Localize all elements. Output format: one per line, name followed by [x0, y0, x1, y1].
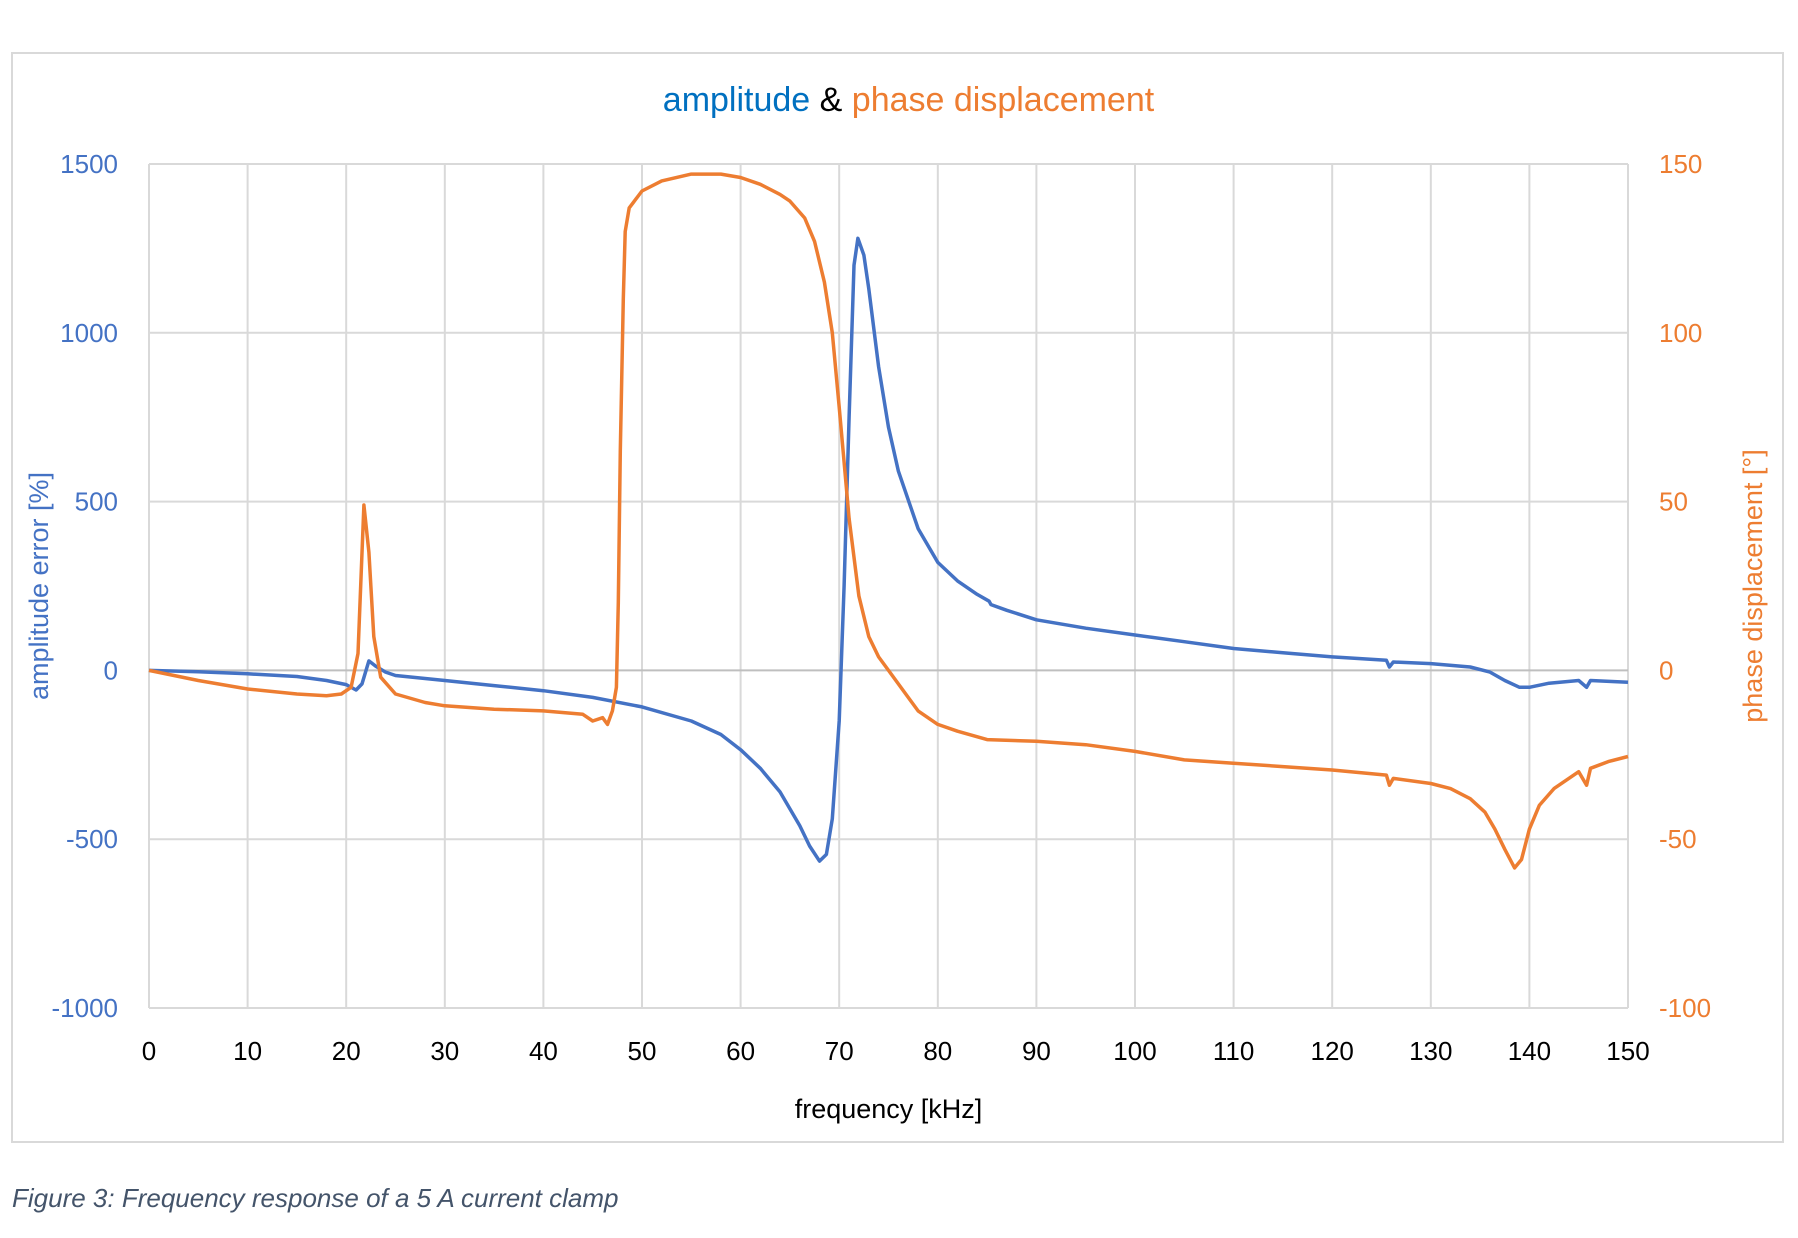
- x-tick-label: 10: [233, 1036, 262, 1066]
- chart-title-part: phase displacement: [852, 81, 1155, 119]
- x-tick-label: 150: [1606, 1036, 1649, 1066]
- x-tick-label: 80: [923, 1036, 952, 1066]
- x-tick-label: 30: [430, 1036, 459, 1066]
- x-tick-label: 50: [628, 1036, 657, 1066]
- x-tick-label: 110: [1213, 1036, 1254, 1066]
- y-left-tick-label: 1500: [60, 149, 118, 179]
- y-right-tick-label: 0: [1659, 655, 1673, 685]
- figure-caption: Figure 3: Frequency response of a 5 A cu…: [12, 1183, 619, 1213]
- x-axis-label: frequency [kHz]: [795, 1094, 983, 1124]
- x-tick-label: 20: [332, 1036, 361, 1066]
- x-tick-label: 40: [529, 1036, 558, 1066]
- y-right-tick-label: -50: [1659, 824, 1697, 854]
- x-tick-label: 90: [1022, 1036, 1051, 1066]
- x-tick-label: 60: [726, 1036, 755, 1066]
- chart-title: amplitude & phase displacement: [663, 81, 1155, 119]
- y-right-tick-label: 150: [1659, 149, 1702, 179]
- x-tick-label: 140: [1508, 1036, 1551, 1066]
- phase-series-line: [148, 172, 1629, 870]
- y-left-tick-label: 1000: [60, 318, 118, 348]
- x-tick-label: 100: [1113, 1036, 1156, 1066]
- y-left-tick-label: 500: [75, 487, 118, 517]
- y-right-tick-label: 50: [1659, 487, 1688, 517]
- x-tick-label: 70: [825, 1036, 854, 1066]
- chart-title-part: &: [810, 81, 852, 119]
- x-tick-label: 120: [1311, 1036, 1354, 1066]
- chart-frame: [11, 52, 1784, 1143]
- y-left-tick-label: 0: [104, 655, 118, 685]
- y-right-axis-label: phase displacement [°]: [1738, 449, 1768, 722]
- y-left-axis-label: amplitude error [%]: [24, 472, 54, 700]
- y-right-tick-label: 100: [1659, 318, 1702, 348]
- chart-title-part: amplitude: [663, 81, 810, 119]
- y-left-tick-label: -1000: [52, 993, 119, 1023]
- y-right-tick-label: -100: [1659, 993, 1711, 1023]
- y-left-tick-label: -500: [66, 824, 118, 854]
- x-tick-label: 130: [1409, 1036, 1452, 1066]
- amplitude-series-line: [148, 236, 1629, 863]
- x-tick-label: 0: [142, 1036, 156, 1066]
